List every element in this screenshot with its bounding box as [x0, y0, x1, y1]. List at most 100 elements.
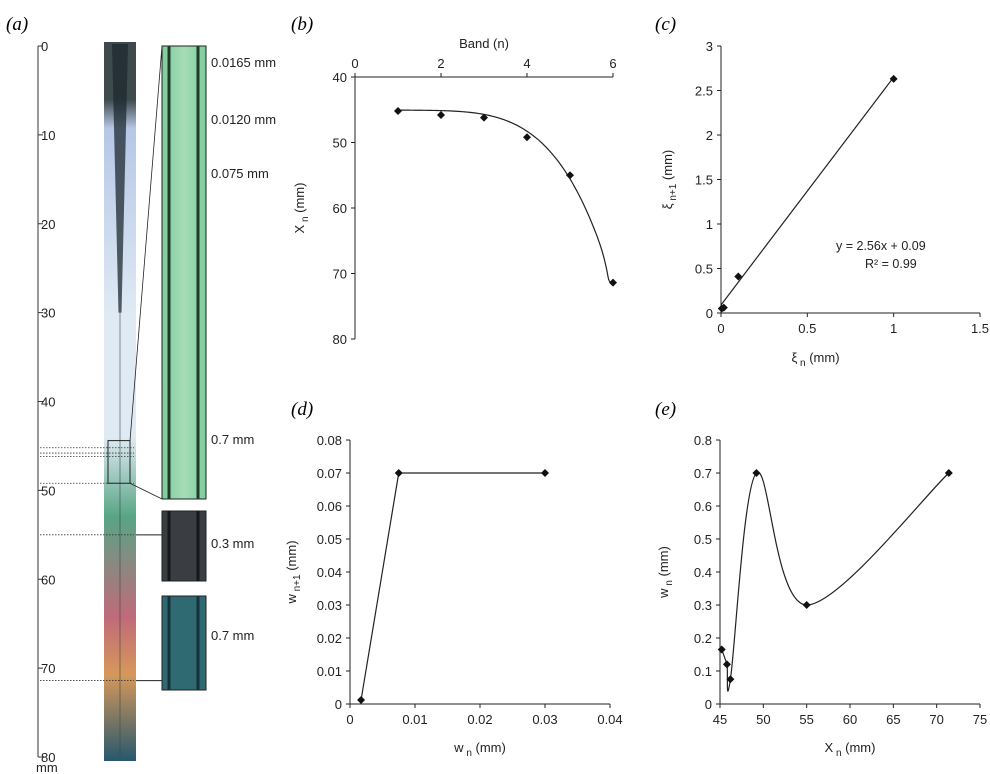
chart-d-x-tick-label: 0 — [346, 712, 353, 727]
chart-e-x-tick-label: 60 — [843, 712, 857, 727]
chart-c-fit-r2: R² = 0.99 — [865, 257, 917, 271]
chart-e-point — [944, 469, 953, 477]
ruler-tick-label: 70 — [41, 661, 55, 676]
chart-e-y-tick-label: 0.7 — [694, 466, 712, 481]
chart-c-point — [734, 272, 743, 281]
chart-c-x-tick-label: 0 — [717, 321, 724, 336]
chart-c: 0 0.5 1 1.5 0 0.5 1 1.5 2 2.5 3 ξ n (mm) ξ n+1 (mm) y… — [660, 39, 989, 369]
chart-d-point — [541, 469, 549, 477]
chart-b-point — [609, 278, 617, 287]
ruler-tick-label: 20 — [41, 217, 55, 232]
chart-c-y-tick-label: 1 — [706, 217, 713, 232]
chart-d-point — [394, 469, 403, 477]
zoom-insets: 0.0165 mm 0.0120 mm 0.075 mm 0.7 mm 0.3 mm 0.… — [129, 45, 276, 691]
chart-b-point — [523, 133, 531, 142]
chart-e-point — [726, 675, 735, 684]
chart-d-y-tick-label: 0.08 — [317, 433, 342, 448]
chart-c-y-tick-label: 2.5 — [695, 84, 713, 99]
chart-b-x-tick-label: 6 — [609, 56, 616, 71]
chart-b-x-tick-label: 4 — [523, 56, 530, 71]
chart-e: 45 50 55 60 65 70 75 0 0.1 0.2 0.3 0.4 0.5 0.6 0.7 0.8 X… — [656, 433, 987, 759]
chart-c-y-tick-label: 2 — [706, 128, 713, 143]
ruler-tick-label: 80 — [41, 750, 55, 765]
chart-b-y-tick-label: 50 — [333, 136, 347, 151]
chart-d-y-tick-label: 0.01 — [317, 664, 342, 679]
chart-e-y-tick-label: 0.4 — [694, 565, 712, 580]
chart-e-y-tick-label: 0.5 — [694, 532, 712, 547]
chart-e-point — [717, 645, 726, 654]
chart-c-fit-equation: y = 2.56x + 0.09 — [836, 239, 926, 253]
chart-e-x-tick-label: 55 — [799, 712, 813, 727]
ruler-tick-label: 60 — [41, 572, 55, 587]
chart-c-y-tick-label: 1.5 — [695, 173, 713, 188]
chart-b-point — [566, 171, 574, 180]
chart-e-point — [722, 660, 731, 669]
chart-b-y-tick-label: 70 — [333, 267, 347, 282]
chart-b-point — [480, 113, 488, 122]
chart-b-y-tick-label: 60 — [333, 201, 347, 216]
chart-b-point — [394, 107, 402, 116]
ruler: 0 10 20 30 40 50 60 70 80 — [37, 39, 55, 765]
chart-d-y-tick-label: 0.02 — [317, 631, 342, 646]
chart-e-y-tick-label: 0.6 — [694, 499, 712, 514]
chart-e-y-tick-label: 0.3 — [694, 598, 712, 613]
chart-e-x-tick-label: 75 — [973, 712, 987, 727]
chart-d-y-tick-label: 0.04 — [317, 565, 342, 580]
chart-d-point — [357, 696, 366, 705]
band-width-annotation: 0.7 mm — [211, 628, 254, 643]
band-width-annotation: 0.0120 mm — [211, 112, 276, 127]
panel-d-label: (d) — [291, 399, 313, 420]
chart-b-point — [437, 110, 445, 119]
chart-e-x-tick-label: 45 — [713, 712, 727, 727]
chart-d-line — [360, 472, 545, 701]
panel-a-label: (a) — [6, 14, 28, 35]
chart-e-x-title: X n (mm) — [825, 740, 876, 759]
chart-c-y-title: ξ n+1 (mm) — [660, 150, 679, 210]
band-width-annotation: 0.0165 mm — [211, 55, 276, 70]
panel-c-label: (c) — [655, 14, 676, 35]
chart-c-point — [719, 303, 728, 312]
band-width-annotation: 0.3 mm — [211, 536, 254, 551]
chart-c-x-title: ξ n (mm) — [791, 350, 839, 369]
chart-d-x-tick-label: 0.03 — [532, 712, 557, 727]
chart-d-x-tick-label: 0.04 — [597, 712, 622, 727]
chart-e-y-tick-label: 0.8 — [694, 433, 712, 448]
zoom-connector-bottom — [129, 482, 163, 500]
band-width-annotation: 0.075 mm — [211, 166, 269, 181]
ruler-tick-label: 40 — [41, 395, 55, 410]
chart-e-curve — [721, 472, 950, 692]
chart-d-y-tick-label: 0.05 — [317, 532, 342, 547]
chart-d-x-tick-label: 0.02 — [467, 712, 492, 727]
chart-b-y-title: X n (mm) — [292, 183, 311, 234]
chart-e-y-title: w n (mm) — [656, 546, 675, 599]
chart-c-x-tick-label: 0.5 — [798, 321, 816, 336]
chart-b-x-tick-label: 0 — [351, 56, 358, 71]
chart-c-y-tick-label: 0.5 — [695, 262, 713, 277]
chart-d-x-tick-label: 0.01 — [402, 712, 427, 727]
chart-c-x-tick-label: 1.5 — [971, 321, 989, 336]
chart-d-y-title: w n+1 (mm) — [284, 540, 303, 604]
chart-e-point — [752, 469, 761, 477]
panel-a: (a) 0 10 20 30 40 50 60 70 80 mm 0.0165 mm 0.0120… — [6, 14, 276, 774]
chart-b: 0 2 4 6 40 50 60 70 80 Band (n) X n (mm) — [292, 36, 617, 347]
chart-e-y-tick-label: 0.2 — [694, 631, 712, 646]
chart-e-x-tick-label: 50 — [756, 712, 770, 727]
crystal-image — [40, 42, 136, 761]
chart-e-x-tick-label: 70 — [929, 712, 943, 727]
chart-b-fit-curve — [397, 109, 614, 284]
chart-c-point — [889, 74, 898, 83]
chart-d-x-title: w n (mm) — [453, 740, 506, 759]
chart-d-y-tick-label: 0.03 — [317, 598, 342, 613]
chart-b-x-title: Band (n) — [459, 36, 509, 51]
chart-b-y-tick-label: 80 — [333, 332, 347, 347]
chart-e-point — [802, 601, 811, 609]
chart-c-fit-line — [720, 76, 895, 306]
panel-e-label: (e) — [655, 399, 676, 420]
chart-c-y-tick-label: 3 — [706, 39, 713, 54]
chart-b-y-tick-label: 40 — [333, 70, 347, 85]
panel-b-label: (b) — [291, 14, 313, 35]
chart-d-y-tick-label: 0.06 — [317, 499, 342, 514]
ruler-unit-label: mm — [36, 760, 58, 774]
ruler-tick-label: 10 — [41, 128, 55, 143]
